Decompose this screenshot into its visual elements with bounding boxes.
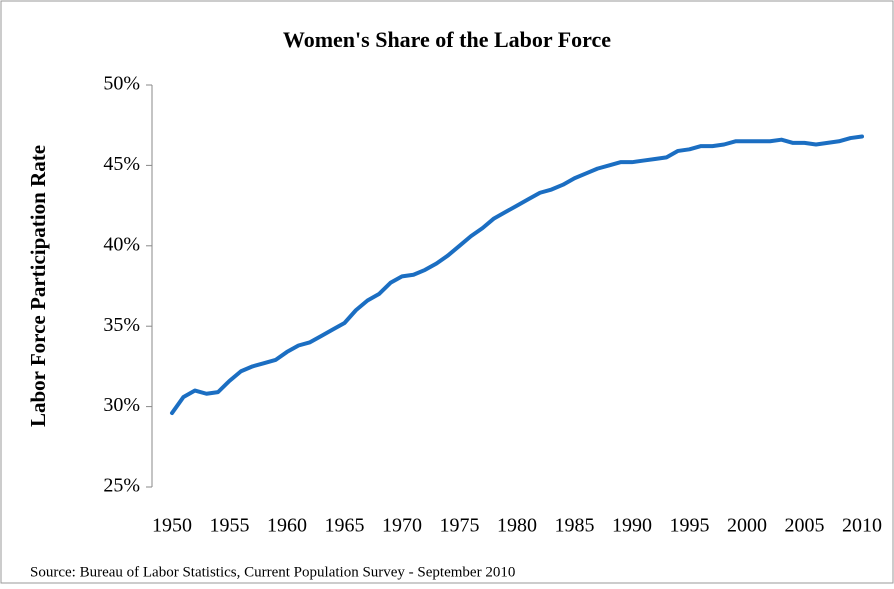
x-tick-label: 2005 xyxy=(785,515,825,537)
chart-title: Women's Share of the Labor Force xyxy=(283,27,611,52)
y-tick-label: 35% xyxy=(103,314,140,336)
y-axis-label: Labor Force Participation Rate xyxy=(26,145,50,427)
x-tick-label: 1970 xyxy=(382,515,422,537)
x-tick-label: 1985 xyxy=(555,515,595,537)
y-tick-label: 45% xyxy=(103,153,140,175)
y-tick-label: 30% xyxy=(103,394,140,416)
x-tick-label: 1975 xyxy=(440,515,480,537)
x-tick-label: 2010 xyxy=(842,515,882,537)
data-line xyxy=(170,134,864,416)
y-tick-label: 25% xyxy=(103,475,140,497)
x-tick-label: 1950 xyxy=(152,515,192,537)
x-tick-label: 1960 xyxy=(267,515,307,537)
x-tick-label: 2000 xyxy=(727,515,767,537)
x-tick-label: 1965 xyxy=(325,515,365,537)
x-tick-label: 1995 xyxy=(670,515,710,537)
x-tick-label: 1980 xyxy=(497,515,537,537)
x-tick-label: 1955 xyxy=(210,515,250,537)
y-tick-label: 40% xyxy=(103,233,140,255)
x-tick-label: 1990 xyxy=(612,515,652,537)
y-tick-label: 50% xyxy=(103,73,140,95)
source-note: Source: Bureau of Labor Statistics, Curr… xyxy=(30,564,515,580)
